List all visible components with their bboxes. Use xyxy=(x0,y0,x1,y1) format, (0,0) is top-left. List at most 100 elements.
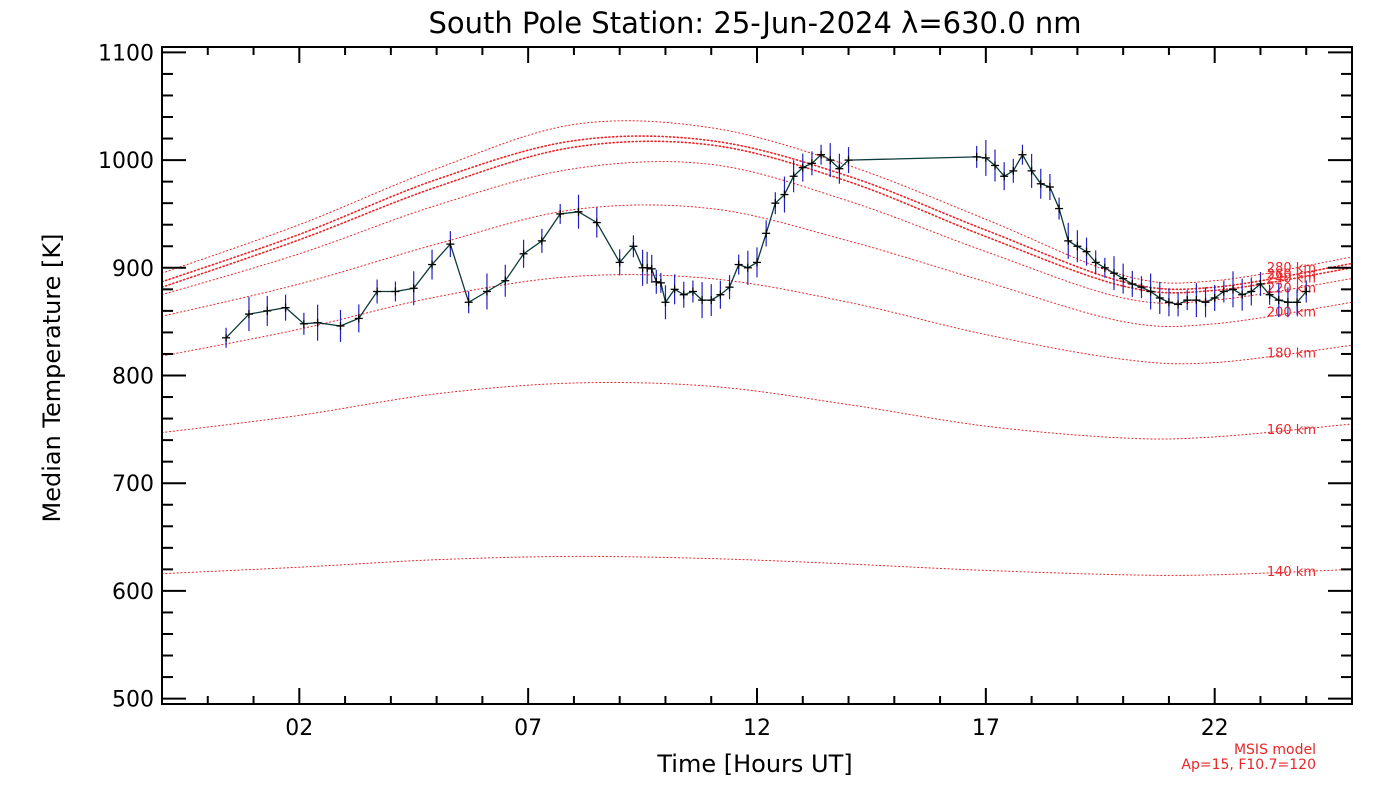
data-point xyxy=(1192,296,1201,305)
data-point xyxy=(1073,242,1082,251)
model-curve-240km xyxy=(162,140,1352,294)
data-point xyxy=(743,263,752,272)
y-tick-label: 900 xyxy=(112,257,154,282)
model-label-160km: 160 km xyxy=(1267,423,1316,438)
y-tick-label: 700 xyxy=(112,472,154,497)
x-tick-label: 17 xyxy=(972,716,1000,741)
data-point xyxy=(1256,279,1265,288)
y-tick-label: 800 xyxy=(112,365,154,390)
data-point xyxy=(574,207,583,216)
x-tick-label: 12 xyxy=(743,716,771,741)
data-point xyxy=(1302,287,1311,296)
data-point xyxy=(698,296,707,305)
y-axis-label: Median Temperature [K] xyxy=(38,233,66,522)
data-point xyxy=(1201,298,1210,307)
model-curve-140km xyxy=(162,555,1352,576)
data-point xyxy=(537,236,546,245)
data-point xyxy=(725,283,734,292)
model-label-240km: 240 km xyxy=(1267,271,1316,286)
model-label-180km: 180 km xyxy=(1267,346,1316,361)
y-tick-label: 1000 xyxy=(98,149,154,174)
data-point xyxy=(1283,298,1292,307)
axes: 02 07 12 17 22 500 600 700 800 900 1000 1100 xyxy=(98,41,1352,741)
data-point xyxy=(1000,172,1009,181)
data-point xyxy=(1238,290,1247,299)
x-axis-label: Time [Hours UT] xyxy=(656,750,852,778)
data-point xyxy=(1045,183,1054,192)
model-params-note: Ap=15, F10.7=120 xyxy=(1181,757,1316,773)
data-point xyxy=(734,260,743,269)
data-point xyxy=(807,159,816,168)
data-point xyxy=(501,276,510,285)
chart-title: South Pole Station: 25-Jun-2024 λ=630.0 … xyxy=(428,6,1081,40)
data-point xyxy=(1146,287,1155,296)
data-point xyxy=(1155,293,1164,302)
data-point xyxy=(688,287,697,296)
data-point xyxy=(592,218,601,227)
data-point xyxy=(1082,247,1091,256)
data-point xyxy=(798,163,807,172)
data-point xyxy=(1229,285,1237,294)
data-point xyxy=(1119,274,1128,283)
data-point xyxy=(1210,293,1219,302)
model-label-140km: 140 km xyxy=(1267,565,1316,580)
data-point xyxy=(1055,204,1064,213)
data-point xyxy=(519,249,528,258)
data-point xyxy=(707,296,716,305)
data-point xyxy=(981,153,990,162)
measurement-series xyxy=(222,150,1311,342)
data-point xyxy=(1247,287,1256,296)
data-point xyxy=(1274,296,1283,305)
data-point xyxy=(670,285,679,294)
data-point xyxy=(299,319,308,328)
data-point xyxy=(780,190,789,199)
data-point xyxy=(373,287,382,296)
model-label-280km: 280 km xyxy=(1267,261,1316,276)
data-point xyxy=(656,278,665,287)
data-point xyxy=(789,172,798,181)
data-point xyxy=(1091,258,1100,267)
data-point xyxy=(446,240,455,249)
data-point xyxy=(1009,166,1018,175)
model-curve-280km xyxy=(162,120,1352,284)
data-point xyxy=(336,321,345,330)
data-point xyxy=(1164,298,1173,307)
data-point xyxy=(679,290,688,299)
model-label-260km: 260 km xyxy=(1267,268,1316,283)
data-point xyxy=(482,287,491,296)
y-tick-label: 1100 xyxy=(98,41,154,66)
data-point xyxy=(629,242,638,251)
model-curves xyxy=(162,120,1352,576)
data-point xyxy=(817,150,826,159)
data-point xyxy=(716,290,725,299)
data-point xyxy=(771,199,780,208)
data-point xyxy=(661,298,670,307)
error-bars xyxy=(225,139,1307,348)
data-point xyxy=(1064,236,1073,245)
data-point xyxy=(615,258,624,267)
data-point xyxy=(281,303,290,312)
data-point xyxy=(643,263,652,272)
data-point xyxy=(1018,150,1027,159)
data-point xyxy=(222,333,231,342)
plot-frame xyxy=(161,46,1353,705)
model-curve-180km xyxy=(162,274,1352,365)
x-tick-label: 22 xyxy=(1201,716,1229,741)
data-point xyxy=(1265,290,1274,299)
y-tick-label: 500 xyxy=(112,688,154,713)
data-point xyxy=(244,310,253,319)
data-point xyxy=(1036,179,1045,188)
data-point xyxy=(556,209,565,218)
model-curve-200km xyxy=(162,204,1352,328)
data-point xyxy=(1174,300,1183,309)
data-point xyxy=(647,264,656,273)
model-curve-220km xyxy=(162,161,1352,304)
data-point xyxy=(753,258,761,267)
data-point xyxy=(1100,263,1109,272)
x-tick-label: 07 xyxy=(514,716,542,741)
model-curve-160km xyxy=(162,382,1352,440)
data-point xyxy=(844,156,853,165)
data-point xyxy=(1219,287,1228,296)
